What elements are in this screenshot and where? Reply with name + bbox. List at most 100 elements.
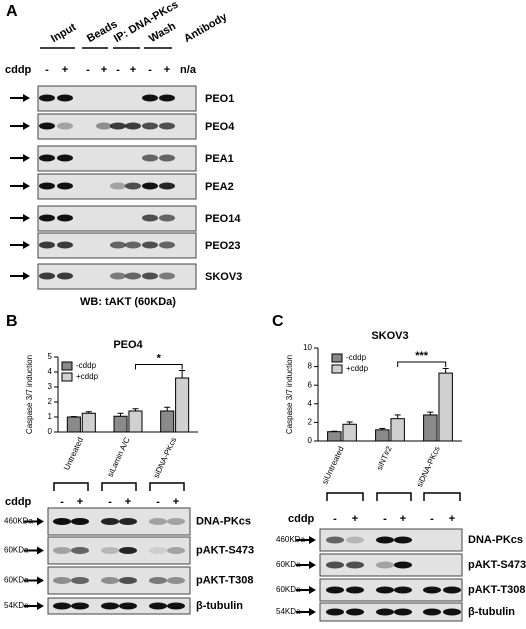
- band: [39, 122, 55, 130]
- band: [394, 561, 412, 569]
- band: [149, 547, 167, 554]
- arrow-head: [309, 536, 316, 544]
- band: [57, 94, 73, 102]
- treatment-sign: +: [449, 513, 455, 525]
- arrow-head: [23, 241, 30, 249]
- x-tick-label: siNT#2: [375, 444, 394, 471]
- y-tick-label: 0: [308, 436, 313, 445]
- band: [142, 182, 158, 190]
- bar: [66, 416, 81, 433]
- band: [96, 122, 112, 130]
- blot: [319, 553, 463, 577]
- band: [71, 602, 89, 610]
- treatment-sign: -: [116, 64, 120, 76]
- y-tick-label: 4: [48, 367, 53, 376]
- size-label: 54KDa: [4, 601, 29, 610]
- y-tick-label: 10: [303, 343, 312, 352]
- treatment-label: cddp: [5, 496, 32, 508]
- size-label: 60KDa: [276, 560, 301, 569]
- blot-label: β-tubulin: [468, 606, 515, 618]
- panel-letter: C: [272, 313, 284, 330]
- blot-label: PEO1: [205, 93, 234, 105]
- arrow-head: [23, 182, 30, 190]
- treatment-sign: -: [108, 496, 112, 508]
- band: [326, 608, 344, 616]
- arrow-head: [23, 272, 30, 280]
- treatment-sign: +: [352, 513, 358, 525]
- band: [443, 586, 461, 594]
- band: [423, 608, 441, 616]
- treatment-label: cddp: [288, 513, 315, 525]
- bar: [160, 410, 175, 433]
- band: [57, 154, 73, 162]
- legend-label: +cddp: [346, 364, 369, 373]
- y-tick-label: 1: [48, 412, 53, 421]
- arrow-head: [37, 546, 44, 555]
- band: [53, 577, 71, 584]
- caption: WB: tAKT (60KDa): [80, 296, 176, 308]
- treatment-sign: -: [45, 64, 49, 76]
- band: [110, 122, 126, 130]
- blot-label: β-tubulin: [196, 600, 243, 612]
- band: [167, 602, 185, 610]
- size-label: 60KDa: [4, 576, 29, 585]
- arrow-head: [23, 94, 30, 102]
- bar: [423, 414, 438, 442]
- arrow-head: [37, 576, 44, 585]
- band: [101, 518, 119, 525]
- band: [119, 602, 137, 610]
- band: [119, 577, 137, 584]
- treatment-sign: -: [430, 513, 434, 525]
- band: [53, 518, 71, 525]
- band: [346, 586, 364, 594]
- blot-label: PEO14: [205, 213, 241, 225]
- blot-label: PEA2: [205, 181, 234, 193]
- bar: [438, 372, 453, 442]
- band: [57, 241, 73, 249]
- size-label: 60KDa: [276, 585, 301, 594]
- blot-label: DNA-PKcs: [468, 534, 523, 546]
- band: [159, 154, 175, 162]
- group-bracket: [376, 492, 412, 501]
- band: [53, 547, 71, 554]
- band: [110, 272, 126, 280]
- blot-label: PEO23: [205, 240, 240, 252]
- band: [394, 536, 412, 544]
- band: [110, 241, 126, 249]
- blot-label: PEA1: [205, 153, 234, 165]
- blot-label: DNA-PKcs: [196, 515, 251, 527]
- y-tick-label: 8: [308, 362, 313, 371]
- size-label: 60KDa: [4, 546, 29, 555]
- significance-bracket: [397, 361, 447, 367]
- treatment-sign: +: [125, 496, 131, 508]
- column-label: Input: [49, 21, 79, 45]
- legend-swatch: [331, 364, 343, 374]
- legend-label: -cddp: [346, 353, 367, 362]
- legend-label: +cddp: [76, 372, 99, 381]
- blot-label: PEO4: [205, 121, 235, 133]
- band: [376, 561, 394, 569]
- treatment-sign: -: [383, 513, 387, 525]
- bar: [390, 418, 405, 442]
- band: [159, 122, 175, 130]
- band: [142, 154, 158, 162]
- band: [142, 214, 158, 222]
- treatment-sign: +: [173, 496, 179, 508]
- band: [167, 577, 185, 584]
- significance-label: ***: [415, 350, 429, 362]
- band: [326, 561, 344, 569]
- band: [149, 577, 167, 584]
- treatment-sign: -: [156, 496, 160, 508]
- band: [159, 214, 175, 222]
- treatment-sign: +: [400, 513, 406, 525]
- band: [57, 272, 73, 280]
- group-bracket: [53, 482, 89, 491]
- arrow-head: [37, 602, 44, 610]
- band: [39, 154, 55, 162]
- arrow-head: [309, 608, 316, 616]
- panel-letter: A: [6, 3, 18, 20]
- legend-label: -cddp: [76, 361, 97, 370]
- arrow-head: [309, 561, 316, 569]
- treatment-sign: -: [148, 64, 152, 76]
- treatment-sign: +: [62, 64, 68, 76]
